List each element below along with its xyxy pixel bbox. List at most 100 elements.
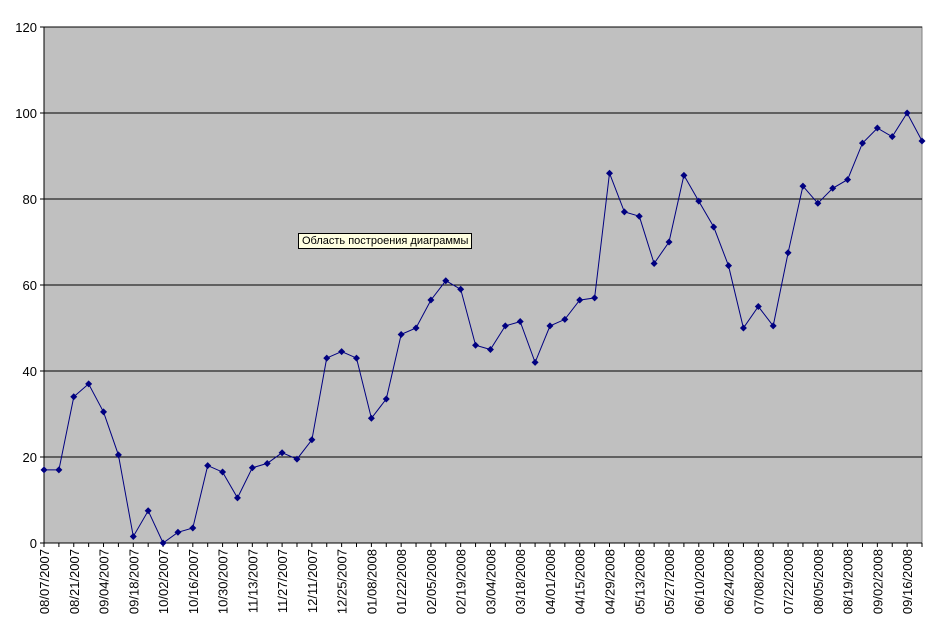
x-tick-label: 08/19/2008 [841, 549, 856, 614]
y-tick-label: 100 [15, 106, 37, 121]
data-point-marker[interactable] [233, 494, 241, 502]
data-point-marker[interactable] [591, 294, 599, 302]
data-point-marker[interactable] [85, 380, 93, 388]
data-point-marker[interactable] [605, 169, 613, 177]
x-tick-label: 12/11/2007 [305, 549, 320, 613]
data-point-marker[interactable] [576, 296, 584, 304]
data-point-marker[interactable] [114, 451, 122, 459]
data-point-marker[interactable] [323, 354, 331, 362]
data-point-marker[interactable] [353, 354, 361, 362]
data-point-marker[interactable] [769, 322, 777, 330]
y-tick-label: 40 [23, 364, 37, 379]
x-tick-label: 04/01/2008 [543, 549, 558, 614]
data-point-marker[interactable] [725, 262, 733, 270]
data-point-marker[interactable] [189, 524, 197, 532]
data-point-marker[interactable] [739, 324, 747, 332]
x-tick-label: 07/08/2008 [751, 549, 766, 614]
data-point-marker[interactable] [844, 176, 852, 184]
data-point-marker[interactable] [486, 346, 494, 353]
data-point-marker[interactable] [799, 182, 807, 190]
data-point-marker[interactable] [219, 468, 227, 476]
data-point-marker[interactable] [888, 133, 896, 141]
data-point-marker[interactable] [263, 459, 271, 467]
data-point-marker[interactable] [531, 358, 539, 366]
gridlines [44, 26, 922, 458]
data-point-marker[interactable] [248, 464, 256, 472]
data-point-marker[interactable] [129, 533, 137, 541]
x-tick-label: 05/27/2008 [662, 549, 677, 614]
x-tick-label: 01/22/2008 [394, 549, 409, 614]
data-point-marker[interactable] [873, 124, 881, 132]
x-tick-label: 01/08/2008 [364, 549, 379, 614]
x-tick-label: 09/04/2007 [97, 549, 112, 614]
x-tick-label: 07/22/2008 [781, 549, 796, 614]
y-axis: 0 20 40 60 80 100 120 [15, 20, 45, 551]
x-tick-label: 08/05/2008 [811, 549, 826, 614]
y-tick-label: 120 [15, 20, 37, 35]
y-tick-label: 20 [23, 450, 37, 465]
x-tick-label: 11/13/2007 [245, 549, 260, 613]
data-point-marker[interactable] [40, 466, 48, 474]
data-point-marker[interactable] [367, 414, 375, 422]
data-point-marker[interactable] [278, 449, 286, 457]
x-tick-label: 08/21/2007 [67, 549, 82, 614]
data-point-marker[interactable] [516, 318, 524, 326]
x-tick-label: 04/29/2008 [602, 549, 617, 614]
data-point-marker[interactable] [427, 296, 435, 304]
data-point-marker[interactable] [635, 212, 643, 220]
x-tick-label: 02/05/2008 [424, 549, 439, 614]
x-tick-label: 12/25/2007 [335, 549, 350, 614]
x-tick-label: 08/07/2007 [37, 549, 52, 614]
data-series [40, 109, 926, 547]
data-point-marker[interactable] [144, 507, 152, 515]
data-point-marker[interactable] [858, 139, 866, 147]
x-tick-label: 11/27/2007 [275, 549, 290, 613]
data-point-marker[interactable] [918, 137, 926, 145]
x-tick-label: 04/15/2008 [573, 549, 588, 614]
data-point-marker[interactable] [70, 393, 78, 401]
data-point-marker[interactable] [650, 260, 658, 267]
x-tick-label: 02/19/2008 [454, 549, 469, 614]
data-point-marker[interactable] [814, 199, 822, 207]
data-point-marker[interactable] [397, 330, 405, 338]
x-tick-label: 03/04/2008 [483, 549, 498, 614]
data-point-marker[interactable] [204, 462, 212, 470]
x-axis: 08/07/2007 08/21/2007 09/04/2007 09/18/2007… [37, 542, 923, 614]
data-point-marker[interactable] [338, 348, 346, 356]
x-tick-label: 05/13/2008 [632, 549, 647, 614]
data-point-marker[interactable] [710, 223, 718, 231]
data-point-marker[interactable] [442, 277, 450, 285]
data-point-marker[interactable] [293, 455, 301, 463]
data-point-marker[interactable] [174, 528, 182, 536]
x-tick-label: 10/16/2007 [186, 549, 201, 614]
data-point-marker[interactable] [784, 249, 792, 257]
x-tick-label: 10/02/2007 [156, 549, 171, 614]
data-point-marker[interactable] [680, 171, 688, 179]
data-point-marker[interactable] [159, 539, 167, 547]
data-point-marker[interactable] [620, 208, 628, 216]
y-tick-label: 60 [23, 278, 37, 293]
data-point-marker[interactable] [903, 109, 911, 117]
x-tick-label: 09/02/2008 [870, 549, 885, 614]
data-point-marker[interactable] [55, 466, 63, 474]
y-tick-label: 80 [23, 192, 37, 207]
data-point-marker[interactable] [695, 197, 703, 205]
x-tick-label: 09/16/2008 [900, 549, 915, 614]
data-point-marker[interactable] [754, 303, 762, 310]
data-point-marker[interactable] [457, 285, 465, 293]
data-point-marker[interactable] [665, 238, 673, 246]
data-point-marker[interactable] [308, 436, 316, 444]
data-point-marker[interactable] [501, 322, 509, 330]
data-point-marker[interactable] [472, 341, 480, 349]
x-tick-label: 03/18/2008 [513, 549, 528, 614]
y-tick-label: 0 [30, 536, 37, 551]
data-point-marker[interactable] [412, 324, 420, 332]
data-point-marker[interactable] [546, 322, 554, 330]
data-point-marker[interactable] [829, 184, 837, 192]
data-point-marker[interactable] [561, 315, 569, 323]
data-point-marker[interactable] [382, 395, 390, 403]
x-tick-label: 06/10/2008 [692, 549, 707, 614]
data-point-marker[interactable] [100, 408, 108, 416]
x-tick-label: 10/30/2007 [216, 549, 231, 614]
